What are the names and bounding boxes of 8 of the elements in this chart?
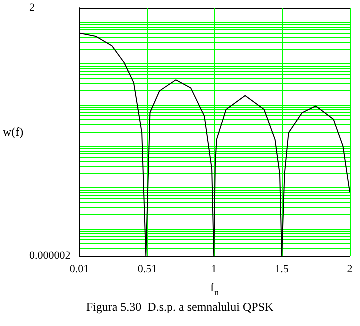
x-tick-label: 0.51 — [138, 264, 158, 276]
x-tick-label: 2 — [347, 264, 353, 276]
x-tick-label: 1 — [211, 264, 217, 276]
y-tick-label: 0.000002 — [30, 250, 71, 262]
x-tick-label: 1.5 — [275, 264, 290, 276]
x-tick-label: 0.01 — [70, 264, 90, 276]
y-axis-title: w(f) — [3, 125, 24, 139]
text: Figura 5.30 D.s.p. a semnalului QPSK — [86, 300, 274, 314]
